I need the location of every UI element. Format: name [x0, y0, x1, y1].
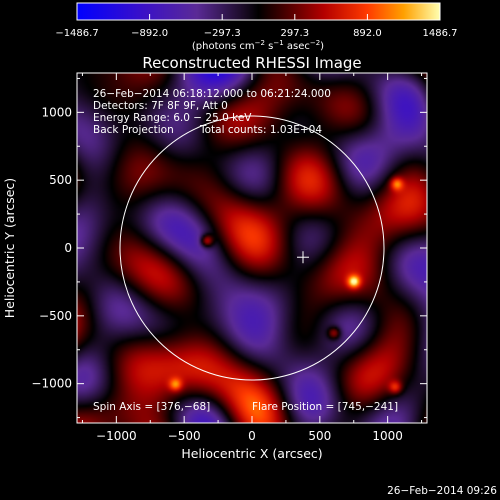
flare-position-text: Flare Position = [745,−241]: [252, 401, 398, 413]
y-axis: −1000 −500 0 500 1000: [31, 77, 427, 419]
time-range-text: 26−Feb−2014 06:18:12.000 to 06:21:24.000: [93, 88, 331, 100]
y-tick-label: −1000: [31, 377, 72, 391]
x-axis-title: Heliocentric X (arcsec): [181, 446, 322, 461]
x-tick-label: 500: [308, 429, 331, 443]
colorbar-gradient: [76, 2, 441, 21]
x-axis: −1000 −500 0 500 1000: [81, 73, 423, 443]
total-counts-text: Total counts: 1.03E+04: [199, 124, 322, 136]
x-tick-label: 0: [248, 429, 256, 443]
colorbar-tick-label: −1486.7: [55, 28, 98, 39]
flare-position-marker: [297, 251, 310, 264]
colorbar-tick-label: −297.3: [204, 28, 241, 39]
y-tick-label: 500: [49, 173, 72, 187]
energy-range-text: Energy Range: 6.0 − 25.0 keV: [93, 112, 252, 124]
colorbar-tick-label: 297.3: [280, 28, 309, 39]
colorbar-tick-label: 892.0: [353, 28, 382, 39]
colorbar: −1486.7 −892.0 −297.3 297.3 892.0 1486.7 (pho…: [55, 2, 458, 52]
x-tick-label: −1000: [96, 429, 137, 443]
plot-area: [77, 73, 427, 423]
spin-axis-text: Spin Axis = [376,−68]: [93, 401, 210, 413]
y-tick-label: 1000: [41, 105, 72, 119]
chart-title: Reconstructed RHESSI Image: [142, 54, 361, 72]
footer-timestamp: 26−Feb−2014 09:26: [387, 485, 497, 497]
solar-disk-circle: [119, 115, 385, 381]
heatmap-image: [77, 73, 427, 423]
info-overlay: 26−Feb−2014 06:18:12.000 to 06:21:24.000…: [93, 88, 398, 413]
colorbar-tick-label: 1486.7: [423, 28, 458, 39]
colorbar-unit-label: (photons cm−2 s−1 asec−2): [192, 39, 324, 52]
y-axis-title: Heliocentric Y (arcsec): [2, 178, 17, 318]
y-tick-label: 0: [64, 241, 72, 255]
method-text: Back Projection: [93, 124, 174, 136]
detectors-text: Detectors: 7F 8F 9F, Att 0: [93, 100, 228, 112]
y-tick-label: −500: [39, 309, 72, 323]
x-tick-label: −500: [168, 429, 201, 443]
colorbar-ticks: −1486.7 −892.0 −297.3 297.3 892.0 1486.7: [55, 14, 458, 39]
colorbar-tick-label: −892.0: [131, 28, 168, 39]
x-tick-label: 1000: [372, 429, 403, 443]
